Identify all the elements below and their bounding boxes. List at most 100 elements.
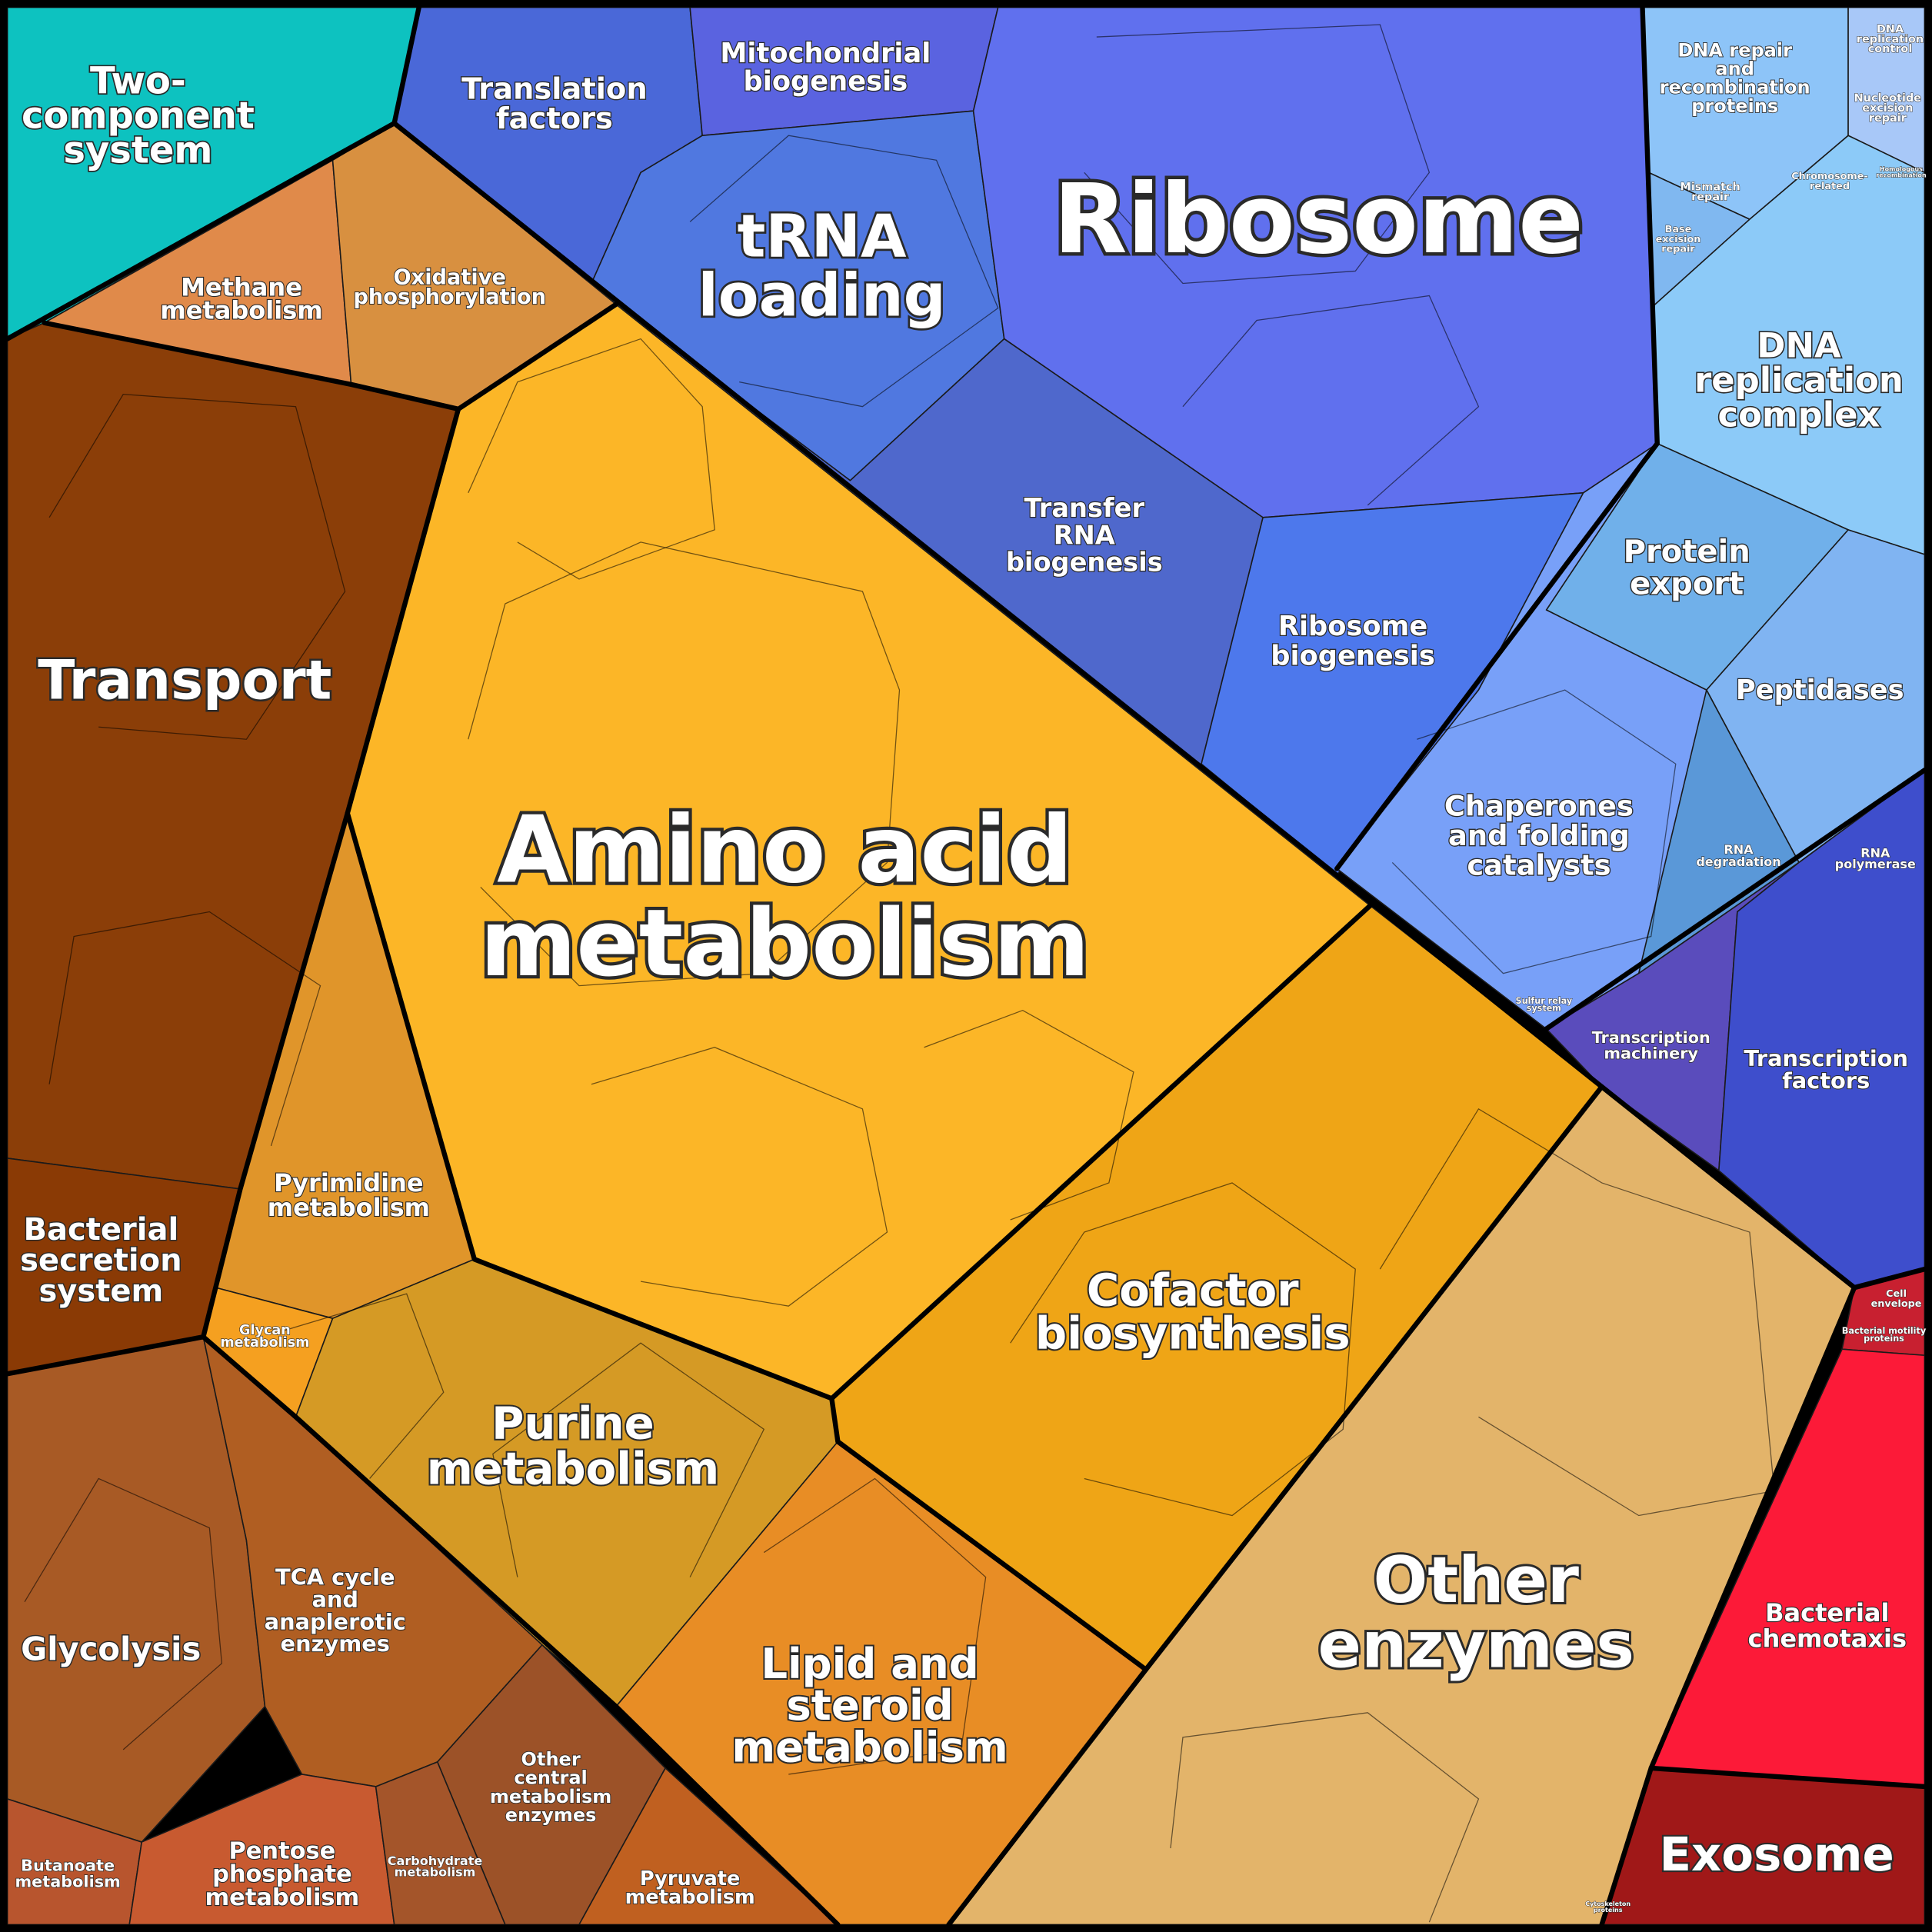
- label-line: proteins: [1691, 95, 1778, 117]
- label-line: Cofactor: [1087, 1264, 1299, 1316]
- region-label: tRNA loading: [698, 202, 945, 330]
- label-line: related: [1810, 180, 1850, 192]
- region-label: Transfer RNA biogenesis: [1006, 493, 1163, 577]
- texture: [1379, 1108, 1775, 1517]
- label-line: excision: [1862, 102, 1913, 115]
- region-label: TCA cycle and anaplerotic enzymes: [265, 1564, 406, 1657]
- label-line: repair: [1661, 243, 1695, 255]
- region-label: Carbohydrate metabolism: [388, 1854, 483, 1879]
- label-line: Other: [1373, 1542, 1579, 1617]
- label-line: Homologous: [1880, 165, 1923, 172]
- label-line: Base: [1665, 223, 1692, 235]
- label-line: Peptidases: [1736, 675, 1904, 706]
- region-label: DNA replication complex: [1694, 325, 1904, 435]
- region-label: Cell envelope: [1871, 1288, 1922, 1310]
- region-label: Pyrimidine metabolism: [268, 1168, 430, 1222]
- region-label: Ribosome: [1053, 164, 1583, 275]
- texture: [48, 393, 346, 740]
- texture: [763, 1477, 987, 1775]
- label-line: metabolism: [427, 1443, 719, 1495]
- texture: [283, 1293, 445, 1479]
- label-line: degradation: [1696, 854, 1780, 868]
- region-label: Bacterial motility proteins: [1842, 1326, 1927, 1344]
- label-line: Bacterial: [1765, 1598, 1889, 1627]
- label-line: replication: [1857, 33, 1924, 45]
- texture: [1010, 1182, 1356, 1517]
- label-line: Carbohydrate: [388, 1854, 483, 1868]
- label-line: machinery: [1604, 1044, 1698, 1063]
- label-line: Transcription: [1744, 1045, 1908, 1071]
- label-line: Methane: [181, 272, 302, 301]
- texture: [468, 541, 901, 987]
- region-label: Translation factors: [461, 72, 648, 135]
- label-line: metabolism: [395, 1864, 476, 1879]
- region-label: Peptidases: [1736, 675, 1904, 706]
- label-line: export: [1630, 566, 1744, 601]
- label-line: factors: [1782, 1068, 1870, 1094]
- region-label: Amino acid metabolism: [480, 796, 1090, 998]
- texture: [924, 1009, 1134, 1221]
- label-line: metabolism: [205, 1884, 359, 1911]
- label-line: Pyruvate: [640, 1867, 740, 1890]
- label-line: replication: [1694, 359, 1904, 400]
- label-line: anaplerotic: [265, 1608, 406, 1634]
- region-label: Mitochondrial biogenesis: [720, 37, 931, 97]
- region-label: Butanoate metabolism: [15, 1856, 120, 1890]
- label-line: Cytoskeleton: [1585, 1900, 1631, 1907]
- label-line: Translation: [461, 72, 648, 106]
- label-line: system: [1527, 1003, 1561, 1013]
- label-line: central: [514, 1767, 587, 1789]
- label-line: metabolism: [480, 890, 1090, 998]
- region-label: Transcription factors: [1744, 1045, 1908, 1094]
- texture: [492, 1342, 765, 1577]
- texture: [24, 1477, 223, 1750]
- label-line: metabolism: [160, 296, 322, 325]
- region-label: Methane metabolism: [160, 272, 322, 325]
- label-line: RNA: [1724, 841, 1754, 856]
- region-label: Bacterial chemotaxis: [1748, 1598, 1907, 1654]
- region-label: Pentose phosphate metabolism: [205, 1837, 359, 1911]
- label-line: DNA: [1757, 325, 1841, 365]
- label-line: Mismatch: [1681, 182, 1740, 194]
- label-line: component: [22, 95, 255, 138]
- label-line: repair: [1691, 191, 1730, 203]
- label-line: biosynthesis: [1035, 1307, 1351, 1359]
- region-label: Oxidative phosphorylation: [353, 265, 546, 309]
- label-line: TCA cycle: [275, 1564, 395, 1591]
- region-label: DNA replication control: [1857, 23, 1924, 55]
- label-line: Chromosome-: [1791, 171, 1867, 182]
- label-line: biogenesis: [1271, 640, 1435, 671]
- label-line: biogenesis: [744, 65, 908, 97]
- region-label: Protein export: [1624, 535, 1750, 602]
- label-line: Transcription: [1592, 1028, 1710, 1047]
- label-line: control: [1868, 43, 1913, 55]
- label-line: proteins: [1864, 1333, 1904, 1343]
- label-line: DNA: [1877, 23, 1904, 35]
- label-line: system: [38, 1274, 163, 1309]
- texture: [48, 911, 321, 1147]
- label-line: Mitochondrial: [720, 37, 931, 68]
- region-label: Base excision repair: [1656, 223, 1701, 255]
- region-label: Nucleotide excision repair: [1854, 92, 1922, 125]
- label-line: metabolism: [15, 1872, 120, 1890]
- label-line: and: [1715, 58, 1754, 80]
- label-line: recombination: [1660, 77, 1810, 98]
- label-line: Transfer: [1024, 493, 1145, 523]
- region-label: Homologous recombination: [1876, 165, 1927, 178]
- label-line: polymerase: [1835, 857, 1916, 871]
- border: [345, 301, 1373, 1401]
- label-line: Amino acid: [497, 796, 1073, 904]
- label-line: Purine: [491, 1397, 655, 1449]
- label-line: metabolism: [220, 1335, 309, 1351]
- label-line: RNA: [1860, 845, 1890, 860]
- label-line: Oxidative: [394, 265, 506, 289]
- label-line: complex: [1718, 394, 1880, 435]
- label-line: Exosome: [1659, 1827, 1894, 1882]
- region-label: Cytoskeleton proteins: [1585, 1900, 1631, 1914]
- region-label: Purine metabolism: [427, 1397, 719, 1494]
